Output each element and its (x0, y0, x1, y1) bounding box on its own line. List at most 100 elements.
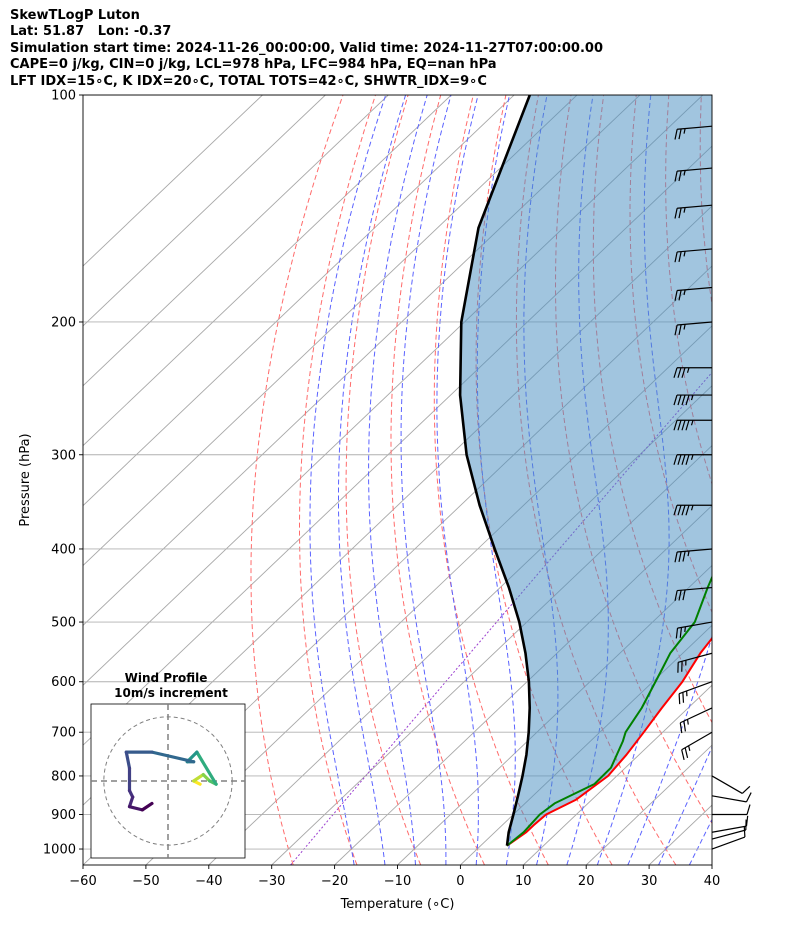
wind-barb-flag (678, 551, 682, 563)
isotherm-line (83, 95, 326, 327)
wind-barb-staff (677, 286, 713, 292)
wind-barb-flag (674, 324, 678, 336)
wind-barb-flag (684, 747, 689, 759)
wind-barb-flag (690, 420, 694, 426)
wind-barb (712, 804, 751, 816)
hodograph-title: Wind Profile (125, 671, 208, 685)
station-title: SkewTLogP Luton (10, 8, 140, 23)
wind-barb (674, 586, 713, 601)
isotherm-line (334, 504, 712, 865)
convective-parameters: CAPE=0 j/kg, CIN=0 j/kg, LCL=978 hPa, LF… (10, 57, 497, 73)
wind-barb-flag (685, 454, 690, 465)
chart-header: SkewTLogP Luton Lat: 51.87 Lon: -0.37 Si… (10, 8, 603, 90)
y-axis-label: Pressure (hPa) (18, 433, 33, 526)
wind-barb-staff (711, 775, 743, 794)
wind-barb-flag (690, 454, 694, 460)
profile-lines (458, 95, 712, 847)
wind-barb (679, 707, 713, 734)
wind-barb-flag (673, 505, 678, 516)
wind-barb-staff (678, 652, 713, 663)
wind-barb-flag (674, 590, 678, 601)
x-tick-label: −60 (69, 874, 96, 889)
wind-barb (711, 792, 752, 803)
cape-area (460, 95, 712, 846)
wind-barb (711, 775, 751, 794)
wind-barb (673, 394, 712, 406)
wind-barb (674, 286, 713, 301)
wind-barb (711, 819, 747, 840)
wind-barb (674, 321, 713, 336)
y-axis: 1000 900 800 700 600 500 400 300 200 100 (43, 89, 83, 858)
wind-barb-flag (683, 289, 686, 296)
wind-barb-flag (683, 207, 686, 213)
wind-barb (673, 504, 712, 516)
wind-barb-staff (711, 836, 746, 850)
wind-barb-flag (679, 627, 683, 638)
wind-barb-staff (677, 586, 713, 592)
x-tick-label: 0 (456, 874, 464, 889)
wind-barb (673, 419, 712, 431)
wind-barb-flag (683, 324, 686, 330)
wind-barb-flag (674, 290, 678, 301)
wind-barb (673, 367, 712, 378)
x-tick-label: −40 (195, 874, 222, 889)
parcel-line (458, 95, 532, 846)
x-tick-label: −10 (384, 874, 411, 889)
wind-barb-flag (673, 367, 678, 378)
y-tick-label: 200 (51, 315, 76, 330)
wind-barb-flag (674, 251, 678, 263)
wind-barb-flag (677, 505, 682, 516)
y-tick-label: 600 (51, 675, 76, 690)
wind-barb-flag (678, 170, 682, 182)
wind-barb-staff (681, 731, 713, 751)
wind-barb-flag (674, 171, 678, 182)
wind-barb-flag (674, 208, 678, 219)
stability-indices: LFT IDX=15∘C, K IDX=20∘C, TOTAL TOTS=42∘… (10, 73, 487, 89)
wind-barb-flag (678, 251, 682, 262)
wind-barb-flag (685, 505, 690, 516)
hodograph-segment (195, 750, 218, 786)
wind-barb-flag (685, 394, 690, 406)
dry-adiabat-line (345, 95, 422, 865)
wind-barb-flag (673, 394, 678, 406)
wind-barb-flag (690, 394, 694, 401)
wind-barb-flag (673, 420, 678, 431)
wind-barb-staff (678, 681, 713, 695)
wind-barb-flag (687, 550, 690, 557)
x-tick-label: 20 (578, 874, 595, 889)
y-tick-label: 300 (51, 448, 76, 463)
y-tick-label: 500 (51, 616, 76, 631)
wind-barb-staff (680, 707, 713, 724)
wind-barb-flag (683, 170, 686, 176)
wind-barb-flag (673, 454, 678, 465)
wind-barb-staff (711, 795, 747, 803)
moist-adiabat-line (658, 745, 712, 865)
wind-barb-flag (682, 551, 686, 562)
dry-adiabat-line (250, 95, 344, 865)
y-tick-label: 1000 (43, 843, 76, 858)
moist-adiabat-line (338, 95, 407, 865)
wind-barb (674, 248, 713, 263)
wind-barb (711, 815, 749, 833)
wind-barb-flag (679, 722, 683, 734)
dry-adiabat-line (299, 95, 376, 865)
wind-barb-flag (677, 454, 682, 465)
wind-barb-flag (686, 719, 689, 725)
wind-barb (677, 652, 713, 673)
y-tick-label: 900 (51, 808, 76, 823)
y-tick-label: 100 (51, 89, 76, 104)
hodograph-segment (192, 772, 205, 783)
wind-barb-flag (685, 420, 690, 431)
moist-adiabat-line (596, 95, 670, 865)
moist-adiabat-line (309, 95, 387, 865)
hodograph-segment (127, 795, 135, 809)
wind-barb-flag (678, 324, 682, 336)
wind-barb-flag (688, 745, 691, 751)
y-tick-label: 800 (51, 769, 76, 784)
isotherm-line (522, 684, 712, 865)
dewpoint-line (506, 575, 712, 847)
hodograph-segment (140, 801, 154, 812)
simulation-times: Simulation start time: 2024-11-26_00:00:… (10, 40, 603, 56)
x-tick-label: 30 (641, 874, 658, 889)
